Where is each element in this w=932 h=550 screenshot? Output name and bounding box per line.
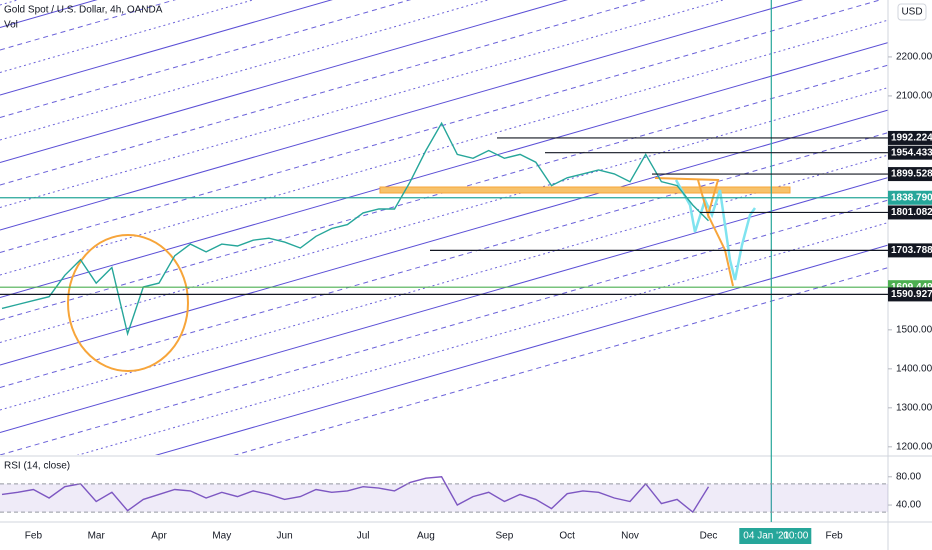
x-tick-label: Feb bbox=[825, 531, 843, 542]
crosshair-date: 04 Jan '21 bbox=[743, 531, 789, 542]
channel-line bbox=[0, 87, 888, 343]
y-tick-label: 1300.00 bbox=[896, 402, 932, 413]
rsi-band bbox=[0, 483, 888, 513]
crosshair-time-bg bbox=[739, 528, 812, 544]
channel-line bbox=[0, 0, 333, 96]
level-label: 1899.528 bbox=[891, 169, 932, 180]
level-label-bg bbox=[888, 145, 932, 160]
level-label: 1838.790 bbox=[891, 192, 932, 203]
channel-line bbox=[0, 132, 888, 388]
channel-line bbox=[0, 154, 888, 411]
drawings bbox=[0, 0, 888, 455]
channel-line bbox=[154, 244, 888, 455]
channel-line bbox=[0, 199, 888, 455]
chart-title: Gold Spot / U.S. Dollar, 4h, OANDA bbox=[4, 5, 163, 16]
level-label: 1703.788 bbox=[891, 245, 932, 256]
level-label: 1609.449 bbox=[891, 282, 932, 293]
x-tick-label: Apr bbox=[151, 531, 167, 542]
level-label-bg bbox=[888, 167, 932, 182]
level-label-bg bbox=[888, 243, 932, 258]
channel-line bbox=[0, 19, 888, 276]
x-tick-label: Jun bbox=[277, 531, 293, 542]
price-line bbox=[1, 121, 709, 337]
x-tick-label: Feb bbox=[25, 531, 43, 542]
level-label: 1954.433 bbox=[891, 147, 932, 158]
channel-line bbox=[233, 267, 888, 455]
volume-label: Vol bbox=[4, 20, 18, 31]
level-label-bg bbox=[888, 130, 932, 145]
y-tick-label: 1400.00 bbox=[896, 363, 932, 374]
support-zone bbox=[379, 186, 791, 194]
x-tick-label: Jul bbox=[357, 531, 370, 542]
channel-line bbox=[0, 0, 569, 163]
channel-line bbox=[0, 0, 804, 231]
channel-line bbox=[0, 177, 888, 433]
x-tick-label: Oct bbox=[559, 531, 575, 542]
rsi-tick-label: 80.00 bbox=[896, 471, 921, 482]
rsi-tick-label: 40.00 bbox=[896, 500, 921, 511]
x-tick-label: Dec bbox=[700, 531, 718, 542]
level-label-bg bbox=[888, 205, 932, 220]
level-label-bg bbox=[888, 190, 932, 205]
circle-drawing bbox=[67, 234, 189, 372]
x-tick-label: Sep bbox=[496, 531, 514, 542]
level-label: 1590.927 bbox=[891, 289, 932, 300]
level-label: 1801.082 bbox=[891, 207, 932, 218]
rsi-title: RSI (14, close) bbox=[4, 461, 70, 472]
currency-button[interactable] bbox=[897, 3, 927, 21]
x-tick-label: Mar bbox=[88, 531, 106, 542]
projection-path bbox=[674, 179, 757, 281]
channel-line bbox=[0, 0, 647, 186]
rsi-line bbox=[1, 476, 710, 514]
channel-line bbox=[0, 0, 490, 141]
plot bbox=[1, 121, 710, 514]
channel-line bbox=[76, 222, 888, 455]
level-label-bg bbox=[888, 287, 932, 302]
y-tick-label: 2200.00 bbox=[896, 52, 932, 63]
level-label: 1992.224 bbox=[891, 133, 932, 144]
x-tick-label: May bbox=[212, 531, 231, 542]
channel-line bbox=[0, 0, 177, 51]
crosshair-time: 00:00 bbox=[783, 531, 808, 542]
channel-line bbox=[0, 0, 882, 253]
y-tick-label: 1200.00 bbox=[896, 441, 932, 452]
channel-line bbox=[0, 0, 725, 208]
channel-line bbox=[0, 42, 888, 298]
x-tick-label: Aug bbox=[417, 531, 435, 542]
y-tick-label: 1500.00 bbox=[896, 324, 932, 335]
channel-line bbox=[0, 109, 888, 366]
y-tick-label: 2100.00 bbox=[896, 91, 932, 102]
channel-line bbox=[0, 0, 412, 118]
x-tick-label: Nov bbox=[621, 531, 639, 542]
currency-label[interactable]: USD bbox=[901, 7, 922, 18]
